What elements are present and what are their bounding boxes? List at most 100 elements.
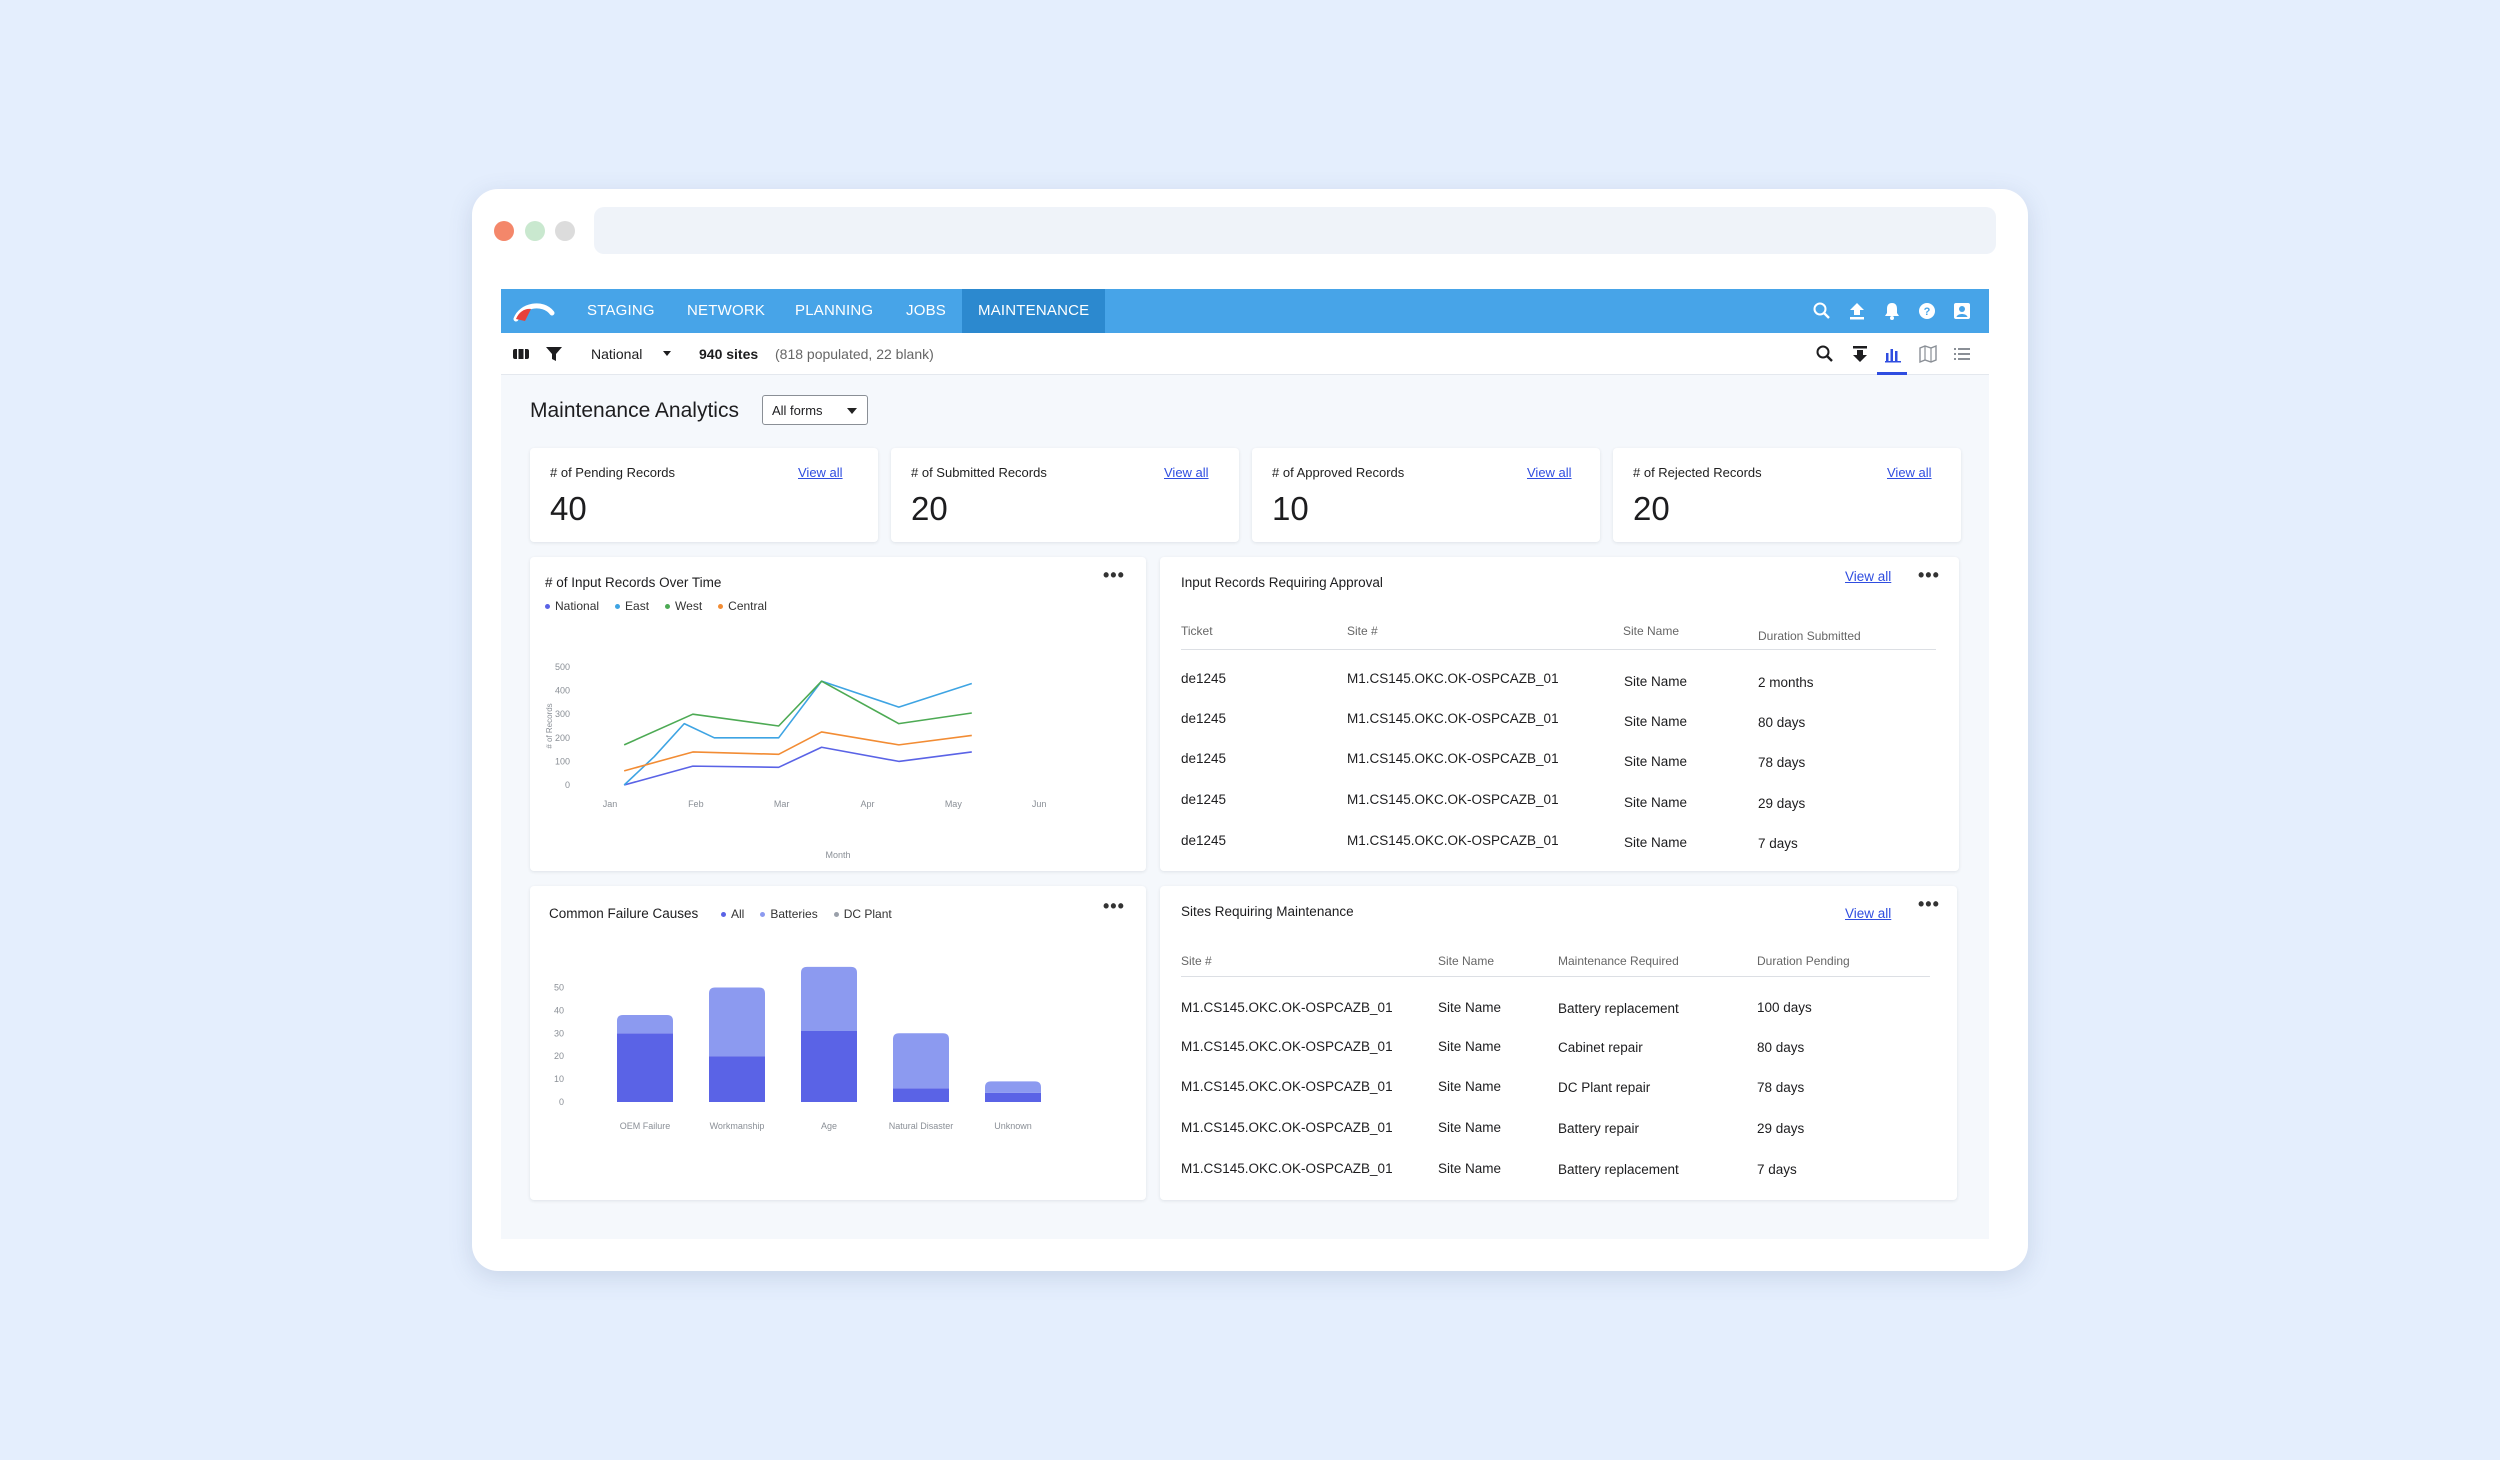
bar-chart-title: Common Failure Causes [549,906,699,921]
forms-filter-label: All forms [772,403,823,418]
download-icon[interactable] [1849,343,1871,365]
stat-value: 20 [911,490,948,527]
table-cell: M1.CS145.OKC.OK-OSPCAZB_01 [1181,1161,1393,1176]
column-header-site-name: Site Name [1438,954,1495,968]
nav-tab-planning[interactable]: PLANNING [795,302,874,319]
filter-icon[interactable] [543,343,565,365]
more-options-icon[interactable]: ••• [1918,565,1940,585]
header-divider [1181,649,1936,650]
bell-icon[interactable] [1881,300,1903,322]
y-tick-label: 0 [565,780,570,790]
approval-table-card: Input Records Requiring Approval View al… [1160,557,1959,871]
column-header-duration: Duration Submitted [1758,629,1861,643]
tower-icon[interactable] [510,343,532,365]
table-cell: Site Name [1438,1161,1502,1176]
series-line-central [623,731,972,772]
stat-value: 20 [1633,490,1670,527]
legend-dot [665,603,671,609]
table-cell: M1.CS145.OKC.OK-OSPCAZB_01 [1347,792,1559,807]
bar-segment-batteries [709,987,765,1057]
more-options-icon[interactable]: ••• [1918,894,1940,914]
bar-segment-all [985,1092,1041,1102]
x-tick-label: Jan [603,799,618,809]
table-cell: de1245 [1181,833,1227,848]
view-all-link[interactable]: View all [1845,569,1892,584]
table-cell: 29 days [1758,796,1806,811]
table-cell: Site Name [1624,674,1688,689]
region-select[interactable]: National [591,346,643,362]
table-cell: DC Plant repair [1558,1080,1651,1095]
line-chart: 0 100 200 300 400 500 Jan Feb Mar Apr May Jun Month #… [545,662,1047,860]
view-all-link[interactable]: View all [1527,465,1572,480]
table-cell: Site Name [1438,1039,1502,1054]
table-cell: 78 days [1757,1080,1805,1095]
more-options-icon[interactable]: ••• [1103,565,1125,585]
table-cell: 80 days [1757,1040,1805,1055]
x-tick-label: Unknown [994,1121,1032,1131]
column-header-maintenance: Maintenance Required [1558,954,1679,968]
bar-chart-icon[interactable] [1882,343,1904,365]
legend-item: All [721,907,744,921]
help-icon[interactable]: ? [1916,300,1938,322]
nav-tab-network[interactable]: NETWORK [687,302,766,319]
view-all-link[interactable]: View all [1887,465,1932,480]
stat-value: 40 [550,490,587,527]
stat-label: # of Rejected Records [1633,465,1762,480]
x-tick-label: Natural Disaster [889,1121,954,1131]
table-cell: de1245 [1181,671,1227,686]
caret-down-icon [847,408,857,414]
chevron-down-icon[interactable] [659,345,675,361]
series-line-east [623,680,973,786]
stat-card-submitted: # of Submitted Records View all 20 [891,448,1239,542]
window-minimize-button[interactable] [525,221,545,241]
column-header-site: Site # [1181,954,1212,968]
legend-item: Batteries [760,907,818,921]
upload-icon[interactable] [1846,300,1868,322]
y-tick-label: 40 [554,1005,564,1015]
legend-dot [615,603,621,609]
table-cell: de1245 [1181,751,1227,766]
x-tick-label: Feb [688,799,704,809]
x-axis-label: Month [825,850,850,860]
view-all-link[interactable]: View all [1164,465,1209,480]
x-tick-label: Mar [774,799,790,809]
stat-value: 10 [1272,490,1309,527]
table-cell: M1.CS145.OKC.OK-OSPCAZB_01 [1347,711,1559,726]
view-all-link[interactable]: View all [1845,906,1892,921]
top-nav: STAGING NETWORK PLANNING JOBS MAINTENANC… [501,289,1989,333]
address-bar[interactable] [594,207,1996,254]
maintenance-table-title: Sites Requiring Maintenance [1181,904,1354,919]
y-tick-label: 300 [555,709,570,719]
bar-segment-all [617,1033,673,1102]
toolbar-search-icon[interactable] [1814,343,1836,365]
nav-tab-maintenance[interactable]: MAINTENANCE [962,289,1106,333]
table-cell: M1.CS145.OKC.OK-OSPCAZB_01 [1181,1039,1393,1054]
window-close-button[interactable] [494,221,514,241]
bar-segment-batteries [985,1081,1041,1093]
app-logo[interactable] [513,299,555,323]
header-divider [1181,976,1930,977]
nav-tab-staging[interactable]: STAGING [587,302,655,319]
view-all-link[interactable]: View all [798,465,843,480]
list-icon[interactable] [1951,343,1973,365]
x-tick-label: Jun [1032,799,1047,809]
x-tick-label: Age [821,1121,837,1131]
search-icon[interactable] [1811,300,1833,322]
table-cell: M1.CS145.OKC.OK-OSPCAZB_01 [1347,751,1559,766]
y-axis-label: # of Records [545,703,554,748]
legend-item: Central [718,599,767,613]
profile-icon[interactable] [1951,300,1973,322]
bar-segment-all [801,1030,857,1102]
table-cell: Site Name [1624,714,1688,729]
legend-dot [718,603,724,609]
x-tick-label: OEM Failure [620,1121,671,1131]
stat-label: # of Submitted Records [911,465,1047,480]
y-tick-label: 0 [559,1097,564,1107]
nav-tab-jobs[interactable]: JOBS [906,302,946,319]
forms-filter-select[interactable]: All forms [762,395,868,425]
window-maximize-button[interactable] [555,221,575,241]
more-options-icon[interactable]: ••• [1103,896,1125,916]
x-tick-label: May [945,799,963,809]
map-icon[interactable] [1917,343,1939,365]
column-header-duration: Duration Pending [1757,954,1850,968]
